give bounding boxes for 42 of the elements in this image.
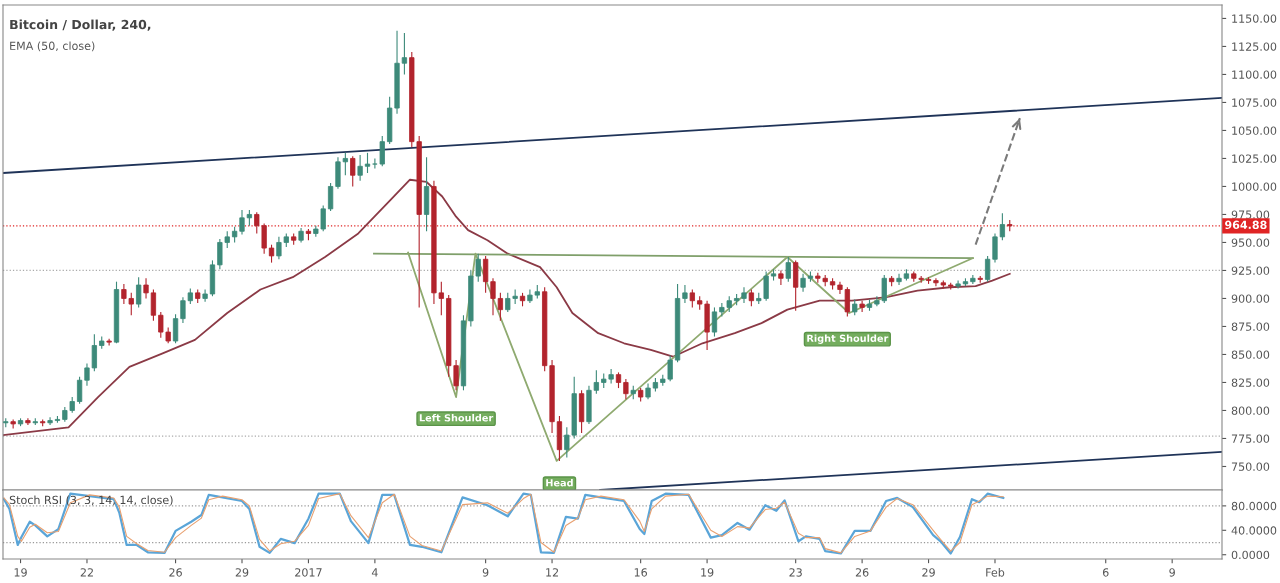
y-tick-label: 875.00 — [1231, 322, 1270, 331]
text: EMA (50, close) — [10, 41, 95, 52]
y-tick-label: 950.00 — [1231, 238, 1270, 247]
text: Bitcoin / Dollar, 240, — [10, 19, 151, 31]
ref-line-label: 964.88 — [1225, 220, 1267, 230]
x-tick-label: 26 — [855, 568, 869, 577]
x-tick-label: 29 — [235, 568, 249, 577]
x-tick-label: 9 — [1169, 568, 1175, 577]
y-tick-label: 800.00 — [1231, 406, 1270, 415]
x-tick-label: 29 — [922, 568, 935, 577]
x-tick-label: 22 — [80, 568, 93, 577]
y-tick-label: 1025.00 — [1232, 154, 1277, 163]
y-tick-label: 1075.00 — [1232, 98, 1277, 107]
y-tick-label: 775.00 — [1231, 434, 1270, 443]
y-tick-label: 975.00 — [1231, 210, 1270, 219]
y-tick-label: 1150.00 — [1232, 14, 1277, 23]
annotation: Right Shoulder — [807, 334, 889, 344]
x-tick-label: 2017 — [295, 568, 322, 577]
x-tick-label: 9 — [482, 568, 489, 577]
y-tick-label: 1050.00 — [1232, 126, 1277, 135]
y-tick-label: 1125.00 — [1232, 42, 1277, 51]
y-tick-label: 825.00 — [1231, 378, 1270, 387]
x-tick-label: 26 — [169, 568, 182, 577]
y-tick-label: 0.0000 — [1231, 550, 1270, 560]
y-tick-label: 750.00 — [1231, 462, 1270, 471]
y-tick-label: 900.00 — [1231, 294, 1270, 303]
x-tick-label: 4 — [371, 568, 378, 577]
x-tick-label: 23 — [789, 568, 802, 577]
y-tick-label: 1000.00 — [1232, 182, 1277, 191]
x-tick-label: 19 — [701, 568, 714, 577]
x-tick-label: 12 — [546, 568, 559, 577]
x-tick-label: 16 — [634, 568, 648, 577]
y-tick-label: 40.0000 — [1231, 526, 1277, 535]
y-tick-label: 925.00 — [1231, 266, 1270, 275]
annotation: Head — [546, 478, 573, 487]
y-tick-label: 850.00 — [1231, 350, 1270, 359]
annotation: Left Shoulder — [419, 413, 494, 422]
x-tick-label: 19 — [14, 568, 27, 577]
y-tick-label: 1100.00 — [1232, 70, 1277, 79]
x-tick-label: 6 — [1102, 568, 1109, 577]
y-tick-label: 80.0000 — [1231, 501, 1277, 511]
x-tick-label: Feb — [986, 568, 1005, 577]
